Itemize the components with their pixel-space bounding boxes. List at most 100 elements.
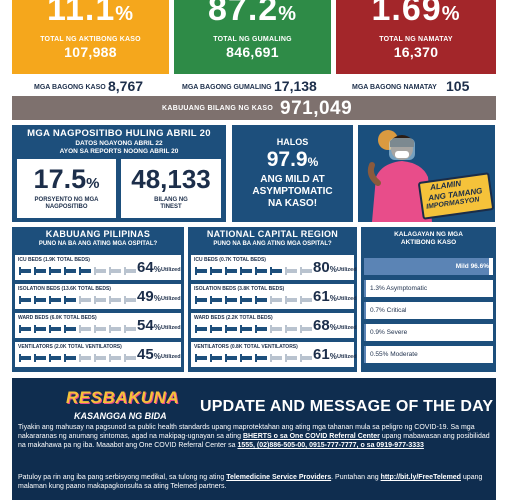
bed-icon	[224, 294, 238, 304]
resbakuna-tagline: KASANGGA NG BIDA	[74, 411, 167, 421]
bherts-referral-text: BHERTS o sa One COVID Referral Center	[242, 433, 380, 440]
ncr-utilization-percent: 61%	[313, 346, 337, 363]
ncr-bed-icons	[194, 323, 313, 335]
recovered-label: TOTAL NG GUMALING	[213, 36, 292, 43]
bed-icon	[48, 265, 62, 275]
ventilator-icon	[209, 352, 223, 362]
ncr-row-caption: VENTILATORS (0.8K TOTAL VENTILATORS)	[194, 344, 298, 350]
bed-icon	[269, 294, 283, 304]
bed-icon	[299, 294, 313, 304]
update-section: RESBAKUNA KASANGGA NG BIDA UPDATE AND ME…	[12, 378, 496, 500]
bed-icon	[254, 265, 268, 275]
status-title-1: KALAGAYAN NG MGA	[394, 231, 463, 238]
positives-heading: MGA NAGPOSITIBO HULING ABRIL 20	[27, 128, 211, 139]
status-bar: 0.9% Severe	[364, 324, 493, 341]
ventilator-icon	[224, 352, 238, 362]
bed-icon	[18, 265, 32, 275]
status-bar-label: 0.55% Moderate	[370, 351, 418, 358]
update-paragraph-1: Tiyakin ang mahusay na pagsunod sa publi…	[18, 424, 490, 449]
bed-icon	[63, 323, 77, 333]
status-bar: 0.7% Critical	[364, 302, 493, 319]
bed-icon	[108, 323, 122, 333]
ncr-utilized-label: Utilized	[337, 325, 357, 331]
bed-icon	[209, 265, 223, 275]
ventilator-icon	[269, 352, 283, 362]
bed-icon	[194, 323, 208, 333]
ventilator-icon	[108, 352, 122, 362]
philippines-utilization-row: VENTILATORS (2.0K TOTAL VENTILATORS) 45% U…	[15, 342, 181, 367]
positivity-rate-label-2: NAGPOSITIBO	[45, 204, 88, 210]
philippines-utilized-label: Utilized	[161, 267, 181, 273]
bed-icon	[63, 294, 77, 304]
positives-panel: MGA NAGPOSITIBO HULING ABRIL 20 DATOS NG…	[12, 125, 226, 222]
ncr-utilization-percent: 80%	[313, 259, 337, 276]
ncr-hospital-panel: NATIONAL CAPITAL REGION PUNO NA BA ANG A…	[188, 227, 357, 372]
positives-report-note: AYON SA REPORTS NOONG ABRIL 20	[59, 148, 179, 155]
bed-icon	[123, 265, 137, 275]
positives-date: DATOS NGAYONG ABRIL 22	[75, 140, 163, 147]
new-recoveries-value: 17,138	[274, 78, 317, 94]
tested-value: 48,133	[131, 164, 211, 194]
bed-icon	[254, 323, 268, 333]
philippines-bed-icons	[18, 352, 137, 364]
bed-icon	[123, 294, 137, 304]
status-bar-fill	[364, 302, 366, 319]
philippines-row-caption: ISOLATION BEDS (13.6K TOTAL BEDS)	[18, 286, 111, 292]
status-bar: 1.3% Asymptomatic	[364, 280, 493, 297]
ncr-bed-icons	[194, 294, 313, 306]
philippines-utilized-label: Utilized	[161, 296, 181, 302]
status-bar-fill	[364, 324, 366, 341]
bed-icon	[33, 265, 47, 275]
philippines-utilization-row: WARD BEDS (6.0K TOTAL BEDS) 54% Utilized	[15, 313, 181, 338]
deaths-number: 16,370	[393, 44, 439, 60]
bed-icon	[48, 294, 62, 304]
status-title-2: AKTIBONG KASO	[400, 239, 457, 246]
total-cases-label: KABUUANG BILANG NG KASO	[162, 105, 274, 112]
ncr-utilization-percent: 61%	[313, 288, 337, 305]
update-paragraph-2: Patuloy pa rin ang iba pang serbisyong m…	[18, 474, 483, 490]
ncr-utilized-label: Utilized	[337, 267, 357, 273]
new-deaths-value: 105	[446, 78, 470, 94]
bed-icon	[224, 265, 238, 275]
philippines-row-caption: ICU BEDS (1.9K TOTAL BEDS)	[18, 257, 90, 263]
bed-icon	[48, 323, 62, 333]
bed-icon	[284, 265, 298, 275]
ventilator-icon	[284, 352, 298, 362]
asymptomatic-line-1: ANG MILD AT	[260, 174, 325, 185]
active-cases-percent: 11.1%	[46, 0, 135, 28]
ventilator-icon	[194, 352, 208, 362]
free-telemed-link[interactable]: http://bit.ly/FreeTelemed	[380, 474, 461, 481]
deaths-label: TOTAL NG NAMATAY	[379, 36, 453, 43]
ventilator-icon	[63, 352, 77, 362]
bed-icon	[63, 265, 77, 275]
ventilator-icon	[299, 352, 313, 362]
ncr-utilized-label: Utilized	[337, 296, 357, 302]
bed-icon	[93, 265, 107, 275]
active-cases-number: 107,988	[64, 44, 117, 60]
bed-icon	[209, 323, 223, 333]
positivity-rate-label-1: PORSYENTO NG MGA	[34, 197, 99, 203]
tested-label-1: BILANG NG	[154, 197, 188, 203]
status-bar-label: 0.7% Critical	[370, 307, 407, 314]
philippines-row-caption: WARD BEDS (6.0K TOTAL BEDS)	[18, 315, 97, 321]
ncr-utilization-row: WARD BEDS (2.2K TOTAL BEDS) 68% Utilized	[191, 313, 357, 338]
bed-icon	[284, 323, 298, 333]
recovered-card: 87.2% TOTAL NG GUMALING 846,691	[174, 0, 331, 74]
active-cases-label: TOTAL NG AKTIBONG KASO	[40, 36, 141, 43]
active-cases-card: 11.1% TOTAL NG AKTIBONG KASO 107,988	[12, 0, 169, 74]
bed-icon	[269, 265, 283, 275]
positivity-rate-card: 17.5% PORSYENTO NG MGA NAGPOSITIBO	[17, 159, 116, 218]
asymptomatic-line-3: NA KASO!	[267, 198, 318, 209]
bed-icon	[224, 323, 238, 333]
bed-icon	[284, 294, 298, 304]
asymptomatic-panel: HALOS 97.9% ANG MILD AT ASYMPTOMATIC NA …	[232, 125, 353, 222]
asymptomatic-line-2: ASYMPTOMATIC	[252, 186, 333, 197]
ncr-subtitle: PUNO NA BA ANG ATING MGA OSPITAL?	[213, 241, 332, 247]
asymptomatic-value: 97.9%	[266, 148, 319, 171]
ventilator-icon	[239, 352, 253, 362]
bed-icon	[299, 323, 313, 333]
ncr-bed-icons	[194, 352, 313, 364]
resbakuna-logo-text: RESBAKUNA	[66, 388, 180, 407]
ventilator-icon	[48, 352, 62, 362]
philippines-subtitle: PUNO NA BA ANG ATING MGA OSPITAL?	[38, 241, 158, 247]
